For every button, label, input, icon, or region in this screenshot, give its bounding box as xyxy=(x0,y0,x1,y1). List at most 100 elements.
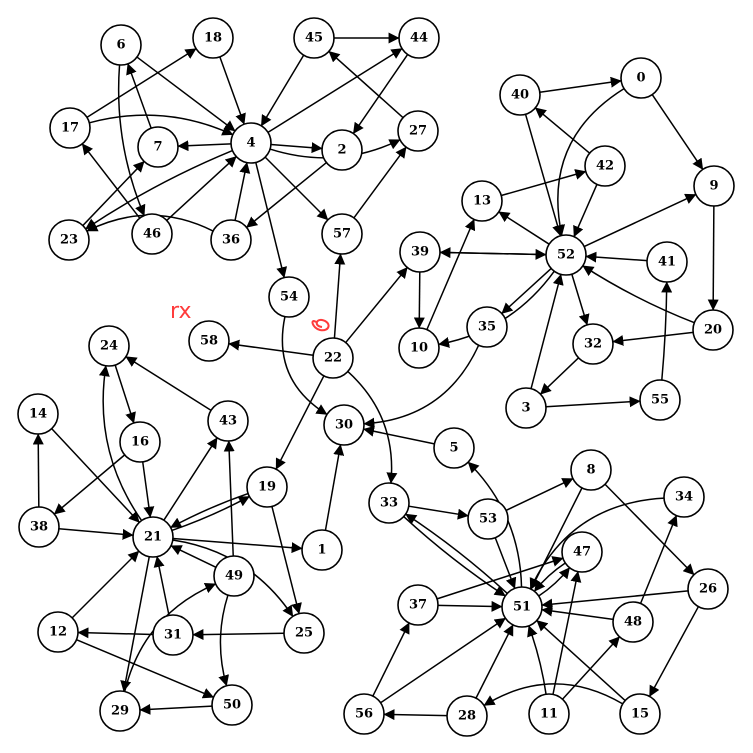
edge-46-to-4 xyxy=(166,155,237,222)
node-57-label: 57 xyxy=(333,227,351,242)
node-10-label: 10 xyxy=(410,341,428,356)
node-14-circle xyxy=(17,393,59,435)
node-25-label: 25 xyxy=(295,626,313,641)
node-24-circle xyxy=(88,325,130,367)
node-54-label: 54 xyxy=(280,290,298,305)
node-47-label: 47 xyxy=(573,545,591,560)
node-12-label: 12 xyxy=(49,625,67,640)
node-53-circle xyxy=(467,498,509,540)
node-23-label: 23 xyxy=(60,233,78,248)
node-39-label: 39 xyxy=(411,245,429,260)
node-30-circle xyxy=(323,404,365,446)
node-23: 23 xyxy=(48,219,90,261)
node-43: 43 xyxy=(207,400,249,442)
node-9: 9 xyxy=(693,165,735,207)
edge-4-to-54 xyxy=(255,162,288,279)
node-18: 18 xyxy=(192,17,234,59)
edge-6-to-46 xyxy=(117,64,146,217)
node-57-circle xyxy=(321,213,363,255)
node-15: 15 xyxy=(619,693,661,735)
edge-11-to-47 xyxy=(552,571,582,695)
node-17-circle xyxy=(49,107,91,149)
node-44-circle xyxy=(398,17,440,59)
node-26: 26 xyxy=(687,568,729,610)
node-49: 49 xyxy=(213,555,255,597)
edge-49-to-21 xyxy=(170,545,217,568)
node-43-label: 43 xyxy=(219,414,237,429)
node-2-label: 2 xyxy=(337,143,346,158)
node-23-circle xyxy=(48,219,90,261)
node-40-circle xyxy=(499,74,541,116)
edge-20-to-52 xyxy=(582,265,695,324)
node-17: 17 xyxy=(49,107,91,149)
node-9-circle xyxy=(693,165,735,207)
node-38-circle xyxy=(18,506,60,548)
node-15-circle xyxy=(619,693,661,735)
edge-21-to-43 xyxy=(163,437,218,521)
node-41-circle xyxy=(646,241,688,283)
node-51-label: 51 xyxy=(513,600,531,615)
node-8-circle xyxy=(570,449,612,491)
node-33-circle xyxy=(368,482,410,524)
edge-40-to-52 xyxy=(524,114,563,237)
node-45-circle xyxy=(293,17,335,59)
node-8: 8 xyxy=(570,449,612,491)
node-4-label: 4 xyxy=(246,136,255,151)
edge-52-to-13 xyxy=(498,211,550,245)
node-14: 14 xyxy=(17,393,59,435)
edge-23-to-7 xyxy=(82,160,145,227)
node-31-circle xyxy=(152,614,194,656)
node-48-label: 48 xyxy=(624,615,642,630)
node-10-circle xyxy=(398,327,440,369)
edge-31-to-12 xyxy=(77,627,154,639)
edge-22-to-58 xyxy=(228,339,314,357)
node-42-circle xyxy=(584,145,626,187)
node-38-label: 38 xyxy=(30,520,48,535)
node-28-circle xyxy=(446,695,488,737)
edge-46-to-17 xyxy=(81,143,141,219)
node-36: 36 xyxy=(210,219,252,261)
edge-21-to-19 xyxy=(171,495,250,532)
edge-5-to-30 xyxy=(363,425,435,445)
nodes-layer: 0123456789101112131415161718192021222324… xyxy=(17,17,735,737)
node-20-label: 20 xyxy=(704,323,722,338)
node-6-circle xyxy=(100,24,142,66)
node-29: 29 xyxy=(99,690,141,732)
node-27: 27 xyxy=(397,110,439,152)
node-5-circle xyxy=(433,427,475,469)
edge-21-to-24 xyxy=(98,365,143,521)
node-56-circle xyxy=(343,693,385,735)
edge-40-to-0 xyxy=(539,76,622,93)
node-40: 40 xyxy=(499,74,541,116)
node-11-circle xyxy=(528,693,570,735)
edge-28-to-56 xyxy=(383,709,448,721)
node-33: 33 xyxy=(368,482,410,524)
node-3-circle xyxy=(505,387,547,429)
edge-9-to-20 xyxy=(707,205,719,311)
edge-56-to-51 xyxy=(380,617,506,704)
node-20: 20 xyxy=(692,309,734,351)
edge-3-to-55 xyxy=(545,396,641,408)
node-36-circle xyxy=(210,219,252,261)
edge-15-to-28 xyxy=(483,683,624,707)
node-26-circle xyxy=(687,568,729,610)
node-16-circle xyxy=(119,421,161,463)
node-37: 37 xyxy=(397,584,439,626)
node-14-label: 14 xyxy=(29,407,47,422)
node-48-circle xyxy=(612,601,654,643)
node-13-label: 13 xyxy=(473,194,491,209)
edge-33-to-53 xyxy=(408,505,469,520)
edge-22-to-19 xyxy=(275,375,325,470)
edge-25-to-31 xyxy=(192,629,285,641)
node-31-label: 31 xyxy=(164,628,182,643)
node-20-circle xyxy=(692,309,734,351)
edge-51-to-33 xyxy=(405,513,508,595)
edge-51-to-47 xyxy=(538,567,571,597)
node-39: 39 xyxy=(399,231,441,273)
edge-15-to-51 xyxy=(536,619,626,702)
edge-43-to-24 xyxy=(125,356,212,411)
edge-26-to-15 xyxy=(648,606,700,697)
edge-54-to-30 xyxy=(281,316,328,416)
edge-19-to-25 xyxy=(271,506,302,615)
node-56-label: 56 xyxy=(355,707,373,722)
